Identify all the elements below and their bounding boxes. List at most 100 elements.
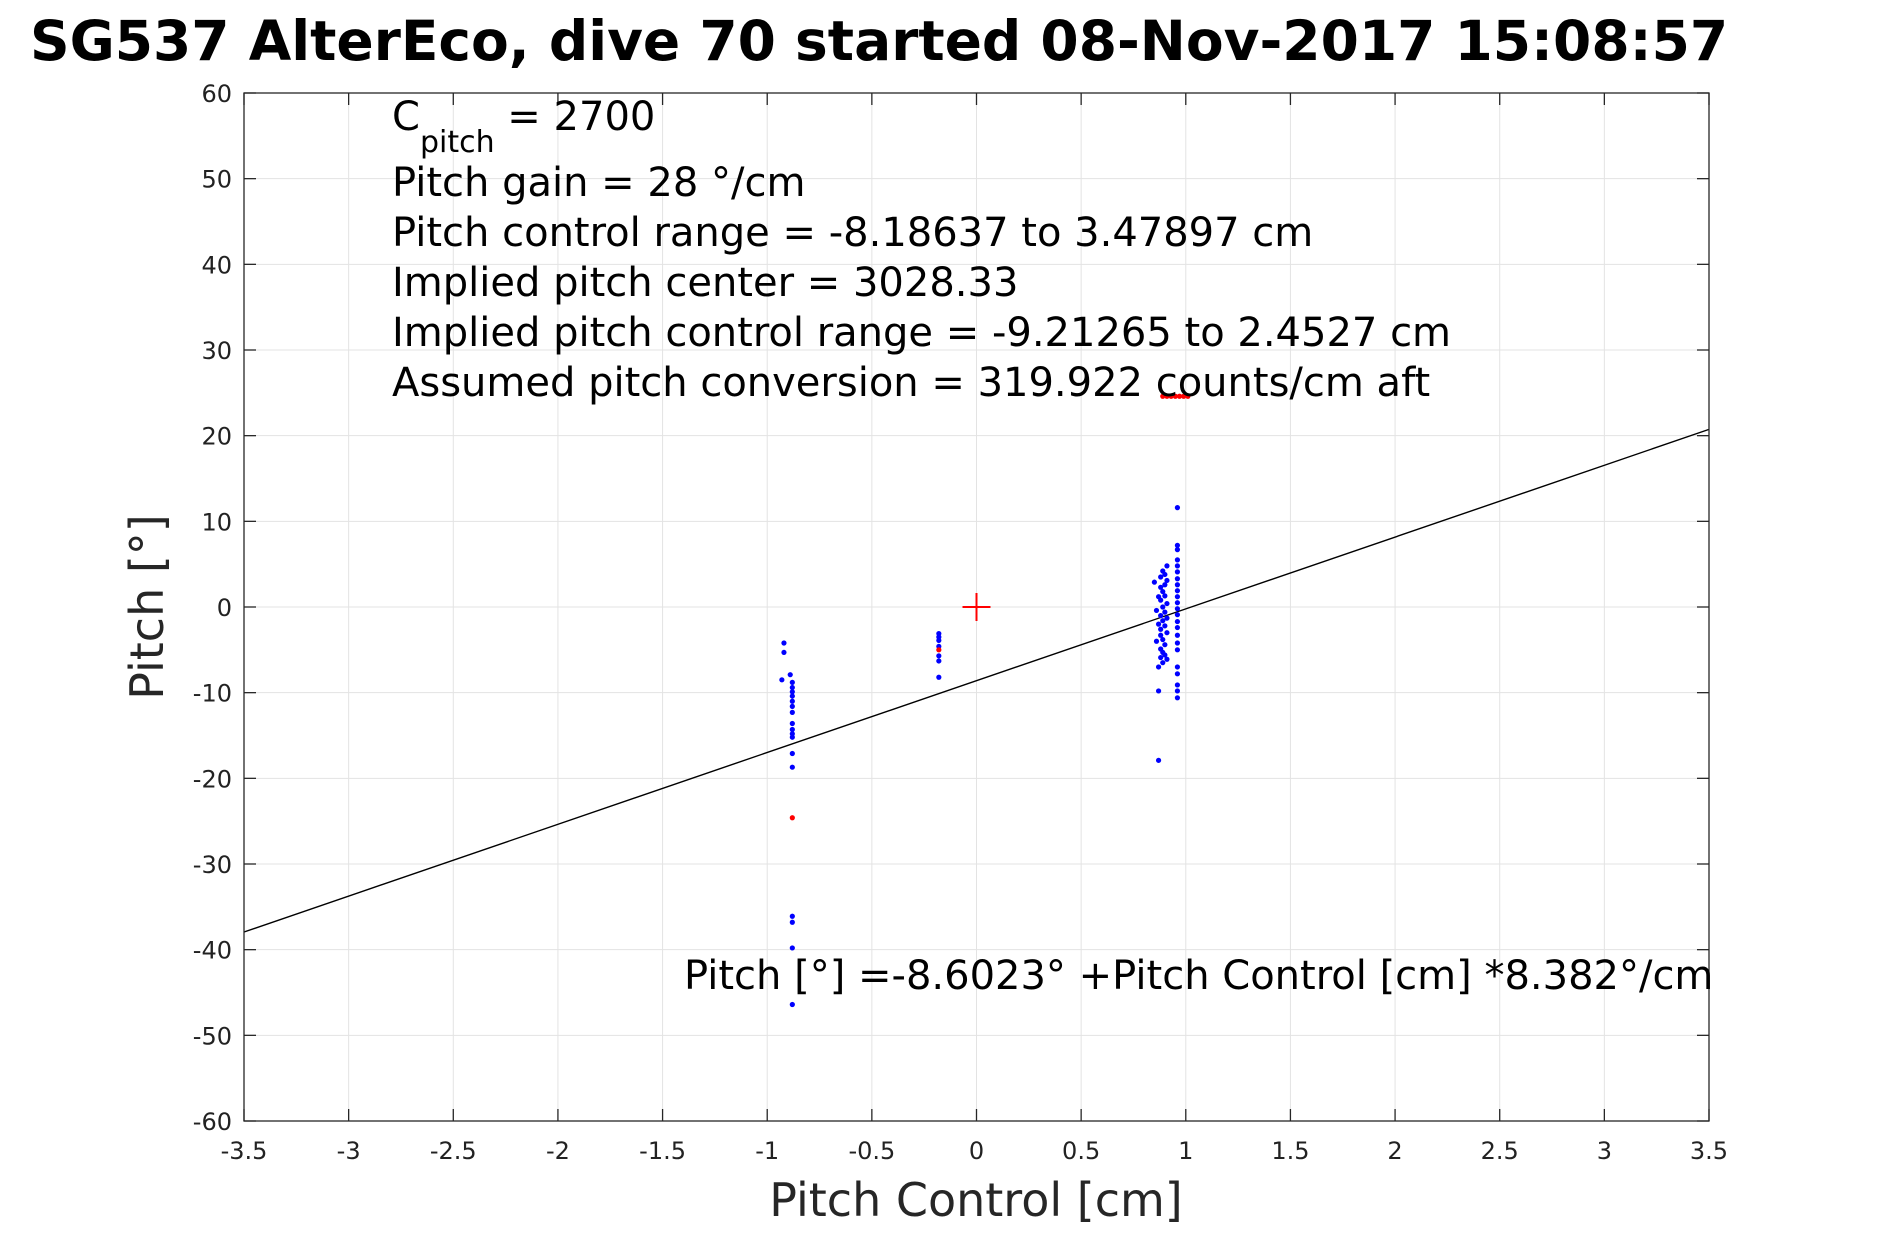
control-range-annotation: Pitch control range = -8.18637 to 3.4789… — [392, 210, 1313, 256]
y-tick-label: 30 — [201, 337, 232, 365]
data-point — [1162, 623, 1168, 629]
data-point — [1174, 618, 1181, 625]
data-point — [789, 720, 795, 727]
data-point — [1155, 664, 1162, 670]
y-tick-label: -50 — [193, 1022, 232, 1050]
data-point — [1160, 618, 1166, 624]
x-tick-label: 3.5 — [1690, 1137, 1728, 1165]
data-point — [1174, 547, 1181, 553]
x-tick-label: 2 — [1387, 1137, 1402, 1165]
data-point — [1174, 671, 1181, 677]
data-point — [936, 674, 942, 680]
data-point — [936, 647, 942, 653]
x-tick-label: 0 — [969, 1137, 984, 1165]
y-axis-label: Pitch [°] — [120, 514, 174, 700]
y-tick-label: 0 — [217, 594, 232, 622]
data-point — [1164, 563, 1170, 569]
data-point — [1155, 688, 1162, 694]
chart-title: SG537 AlterEco, dive 70 started 08-Nov-2… — [30, 9, 1728, 73]
x-tick-label: 3 — [1597, 1137, 1612, 1165]
data-point — [789, 1001, 795, 1008]
y-tick-label: 10 — [201, 508, 232, 536]
data-point — [1174, 664, 1181, 670]
y-tick-label: 50 — [201, 166, 232, 194]
data-point — [936, 653, 942, 659]
x-tick-label: -3 — [337, 1137, 361, 1165]
x-axis-label: Pitch Control [cm] — [769, 1173, 1183, 1227]
data-point — [936, 658, 942, 664]
data-point — [1185, 393, 1191, 399]
data-points — [779, 393, 1191, 1008]
data-point — [1162, 582, 1168, 588]
y-tick-label: 20 — [201, 423, 232, 451]
data-point — [789, 726, 795, 733]
y-tick-label: -40 — [193, 937, 232, 965]
y-tick-label: -30 — [193, 851, 232, 879]
implied-center-annotation: Implied pitch center = 3028.33 — [392, 260, 1018, 306]
c-pitch-annotation: Cpitch = 2700 — [392, 94, 655, 160]
data-point — [1174, 582, 1181, 588]
data-point — [779, 677, 785, 683]
data-point — [1176, 393, 1183, 399]
data-point — [1174, 688, 1181, 694]
data-point — [1174, 695, 1181, 701]
data-point — [1162, 571, 1168, 578]
center-marker-group — [962, 593, 991, 621]
data-point — [1158, 597, 1164, 603]
data-point — [789, 919, 795, 925]
x-tick-label: -1 — [755, 1137, 779, 1165]
data-point — [1174, 606, 1181, 612]
x-tick-label: -1.5 — [639, 1137, 686, 1165]
data-point — [1172, 393, 1178, 399]
data-point — [789, 913, 795, 919]
data-point — [1174, 640, 1181, 646]
y-tick-label: 40 — [201, 251, 232, 279]
y-tick-label: -20 — [193, 765, 232, 793]
conversion-annotation: Assumed pitch conversion = 319.922 count… — [392, 360, 1430, 406]
x-tick-label: -0.5 — [848, 1137, 895, 1165]
data-point — [789, 693, 795, 699]
y-tick-labels: -60 -50 -40 -30 -20 -10 0 10 20 30 40 50 60 — [193, 80, 232, 1136]
data-point — [1151, 579, 1157, 585]
data-point — [789, 815, 795, 821]
data-point — [1174, 569, 1181, 575]
data-point — [1164, 393, 1170, 399]
data-point — [789, 764, 795, 770]
data-point — [781, 649, 787, 656]
fit-equation-annotation: Pitch [°] =-8.6023° +Pitch Control [cm] … — [684, 953, 1713, 999]
c-pitch-main: C — [392, 94, 420, 140]
data-point — [1164, 600, 1170, 607]
data-point — [789, 689, 795, 695]
data-point — [1174, 632, 1181, 638]
data-point — [789, 750, 795, 757]
data-point — [1174, 542, 1181, 548]
x-tick-label: 2.5 — [1481, 1137, 1519, 1165]
data-point — [1160, 636, 1166, 643]
x-tick-label: -2 — [546, 1137, 570, 1165]
data-point — [1162, 642, 1168, 648]
data-point — [936, 637, 942, 644]
implied-range-annotation: Implied pitch control range = -9.21265 t… — [392, 310, 1451, 356]
axis-ticks — [243, 92, 1710, 1122]
data-point — [1158, 626, 1164, 632]
data-point — [1153, 638, 1160, 644]
data-point — [1174, 647, 1181, 653]
x-tick-label: 0.5 — [1062, 1137, 1100, 1165]
data-point — [789, 684, 795, 691]
x-tick-label: -3.5 — [221, 1137, 268, 1165]
data-point — [1162, 609, 1168, 615]
x-tick-label: 1 — [1178, 1137, 1193, 1165]
data-point — [1174, 505, 1181, 511]
data-point — [1181, 393, 1187, 399]
data-point — [789, 703, 795, 709]
fit-line — [243, 428, 1710, 933]
data-point — [1158, 632, 1164, 638]
fit-line-group — [243, 428, 1710, 933]
y-tick-label: 60 — [201, 80, 232, 108]
data-point — [1158, 584, 1164, 590]
data-point — [1174, 563, 1181, 569]
y-tick-label: -60 — [193, 1108, 232, 1136]
data-point — [1164, 615, 1170, 621]
data-point — [789, 734, 795, 740]
data-point — [789, 679, 795, 685]
